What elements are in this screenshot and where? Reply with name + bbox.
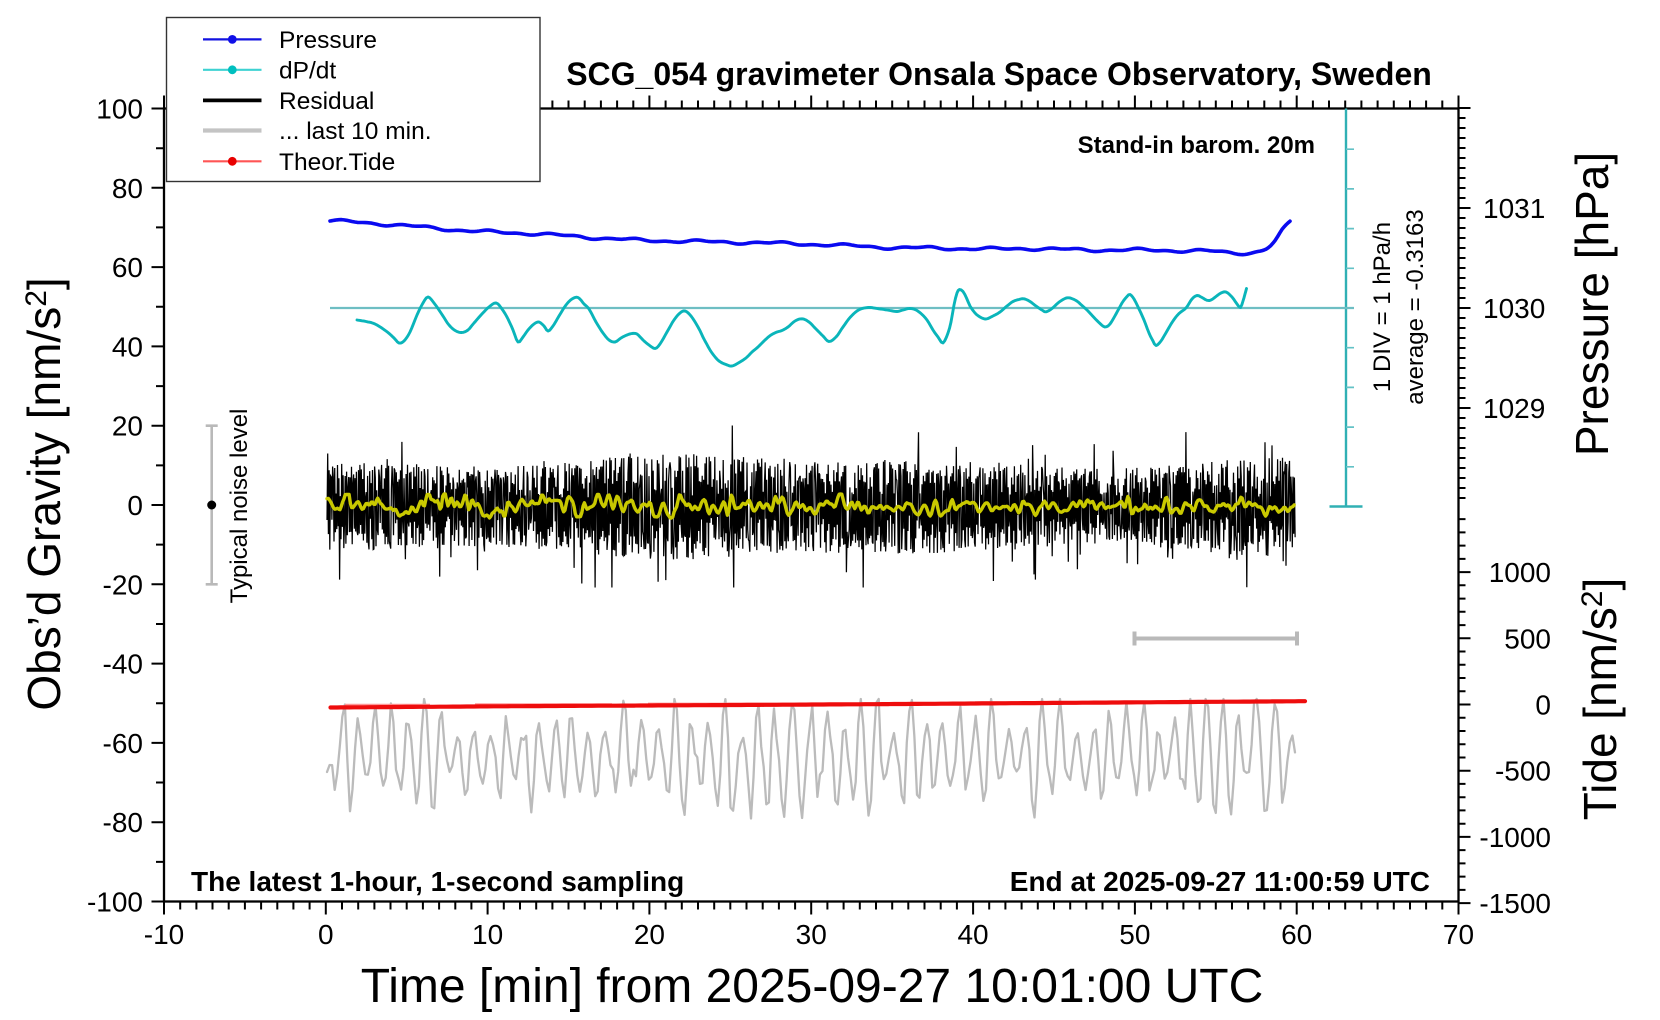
svg-text:Residual: Residual (279, 88, 374, 115)
svg-text:60: 60 (1281, 919, 1312, 950)
svg-text:-20: -20 (103, 569, 143, 600)
svg-text:Obs’d Gravity [nm/s2]: Obs’d Gravity [nm/s2] (18, 277, 70, 710)
svg-text:-100: -100 (87, 887, 143, 918)
svg-text:The latest 1-hour, 1-second sa: The latest 1-hour, 1-second sampling (191, 866, 684, 897)
svg-text:100: 100 (96, 94, 143, 125)
svg-text:average = -0.3163: average = -0.3163 (1402, 209, 1429, 404)
svg-text:Theor.Tide: Theor.Tide (279, 149, 395, 176)
svg-text:-40: -40 (103, 649, 143, 680)
svg-text:Pressure: Pressure (279, 27, 377, 54)
svg-text:50: 50 (1119, 919, 1150, 950)
svg-text:-500: -500 (1495, 756, 1551, 787)
svg-text:Tide [nm/s2]: Tide [nm/s2] (1574, 578, 1626, 821)
svg-text:End at 2025-09-27 11:00:59 UTC: End at 2025-09-27 11:00:59 UTC (1010, 866, 1430, 897)
svg-text:-1500: -1500 (1479, 888, 1551, 919)
svg-text:60: 60 (112, 252, 143, 283)
svg-text:20: 20 (112, 411, 143, 442)
svg-text:-10: -10 (144, 919, 184, 950)
svg-text:Time [min] from 2025-09-27 10:: Time [min] from 2025-09-27 10:01:00 UTC (361, 960, 1264, 1013)
svg-text:Typical noise level: Typical noise level (226, 409, 253, 604)
svg-text:Stand-in barom. 20m: Stand-in barom. 20m (1078, 132, 1315, 159)
svg-text:1 DIV = 1 hPa/h: 1 DIV = 1 hPa/h (1369, 222, 1396, 392)
svg-text:70: 70 (1443, 919, 1474, 950)
svg-text:30: 30 (796, 919, 827, 950)
svg-text:-80: -80 (103, 807, 143, 838)
svg-text:-60: -60 (103, 728, 143, 759)
svg-text:1029: 1029 (1483, 393, 1545, 424)
svg-text:0: 0 (318, 919, 334, 950)
svg-text:SCG_054 gravimeter Onsala Spac: SCG_054 gravimeter Onsala Space Observat… (566, 56, 1432, 92)
svg-text:40: 40 (957, 919, 988, 950)
svg-text:10: 10 (472, 919, 503, 950)
svg-text:... last 10 min.: ... last 10 min. (279, 118, 432, 145)
svg-text:1031: 1031 (1483, 193, 1545, 224)
svg-text:20: 20 (634, 919, 665, 950)
svg-text:1030: 1030 (1483, 293, 1545, 324)
svg-text:40: 40 (112, 331, 143, 362)
svg-text:500: 500 (1504, 623, 1551, 654)
svg-text:1000: 1000 (1489, 557, 1551, 588)
svg-text:dP/dt: dP/dt (279, 57, 336, 84)
svg-text:0: 0 (127, 490, 143, 521)
svg-text:-1000: -1000 (1479, 822, 1551, 853)
svg-text:80: 80 (112, 173, 143, 204)
svg-text:0: 0 (1535, 690, 1551, 721)
svg-text:Pressure [hPa]: Pressure [hPa] (1566, 152, 1618, 456)
